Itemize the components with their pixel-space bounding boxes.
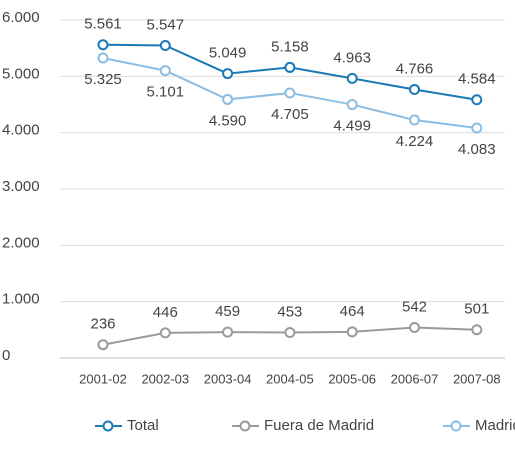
point — [471, 324, 483, 336]
y-tick-label: 6.000 — [2, 9, 40, 26]
data-label: 5.158 — [271, 38, 309, 55]
point — [97, 39, 109, 51]
y-tick-label: 0 — [2, 347, 10, 364]
y-tick-label: 3.000 — [2, 178, 40, 195]
legend-marker — [450, 420, 462, 432]
x-tick-label: 2005-06 — [328, 371, 376, 386]
y-tick-label: 5.000 — [2, 65, 40, 82]
point — [159, 40, 171, 52]
x-tick-label: 2001-02 — [79, 371, 127, 386]
data-label: 4.584 — [458, 71, 496, 88]
legend-marker — [239, 420, 251, 432]
point — [284, 87, 296, 99]
point — [346, 326, 358, 338]
x-tick-label: 2007-08 — [453, 371, 501, 386]
x-tick-label: 2004-05 — [266, 371, 314, 386]
data-label: 5.547 — [147, 16, 185, 33]
data-label: 4.224 — [396, 133, 434, 150]
point — [471, 122, 483, 134]
point — [222, 68, 234, 80]
data-label: 4.766 — [396, 60, 434, 77]
point — [471, 94, 483, 106]
x-tick-label: 2002-03 — [141, 371, 189, 386]
point — [409, 321, 420, 333]
y-tick-label: 2.000 — [2, 234, 40, 251]
point — [409, 84, 420, 96]
point — [284, 326, 296, 338]
data-label: 464 — [340, 303, 365, 320]
point — [159, 327, 171, 339]
data-label: 236 — [90, 316, 115, 333]
point — [346, 72, 358, 84]
legend-label: Fuera de Madrid — [264, 417, 374, 434]
data-label: 446 — [153, 304, 178, 321]
data-label: 5.049 — [209, 45, 247, 62]
y-tick-label: 4.000 — [2, 122, 40, 139]
data-label: 4.590 — [209, 112, 247, 129]
x-tick-label: 2003-04 — [204, 371, 252, 386]
y-tick-label: 1.000 — [2, 291, 40, 308]
legend-marker — [102, 420, 114, 432]
data-label: 5.101 — [147, 84, 185, 101]
legend-label: Total — [127, 417, 159, 434]
point — [346, 99, 358, 111]
point — [222, 326, 234, 338]
data-label: 4.499 — [333, 118, 371, 135]
data-label: 5.325 — [84, 71, 122, 88]
x-tick-label: 2006-07 — [391, 371, 439, 386]
data-label: 453 — [277, 303, 302, 320]
point — [97, 52, 109, 64]
data-label: 542 — [402, 298, 427, 315]
data-label: 5.561 — [84, 16, 122, 33]
data-label: 4.963 — [333, 49, 371, 66]
point — [97, 339, 109, 351]
data-label: 501 — [464, 301, 489, 318]
data-label: 4.705 — [271, 106, 309, 123]
point — [284, 61, 296, 73]
data-label: 4.083 — [458, 141, 496, 158]
point — [409, 114, 420, 126]
legend-label: Madrid — [475, 417, 515, 434]
point — [222, 93, 234, 105]
point — [159, 65, 171, 77]
data-label: 459 — [215, 303, 240, 320]
